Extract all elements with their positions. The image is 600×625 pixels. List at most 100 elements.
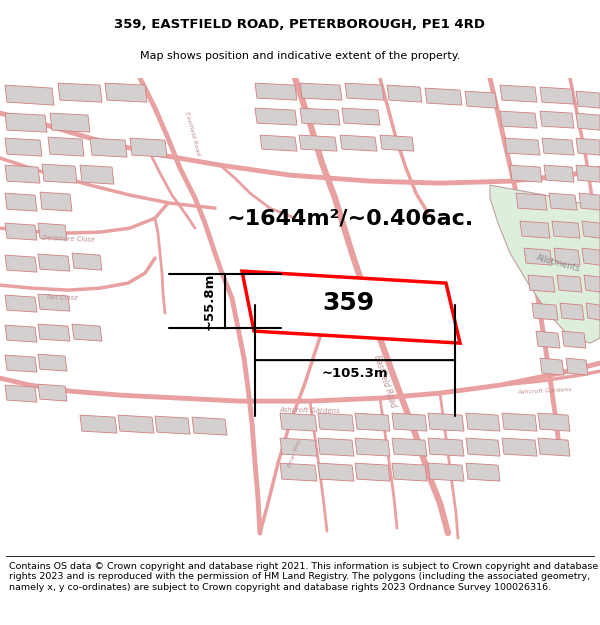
- Polygon shape: [566, 358, 588, 375]
- Polygon shape: [540, 111, 574, 128]
- Polygon shape: [80, 165, 114, 184]
- Polygon shape: [5, 295, 37, 312]
- Polygon shape: [5, 325, 37, 342]
- Polygon shape: [155, 416, 190, 434]
- Text: Ashcroft Gardens: Ashcroft Gardens: [280, 407, 340, 414]
- Polygon shape: [576, 138, 600, 155]
- Polygon shape: [118, 415, 154, 433]
- Polygon shape: [500, 111, 537, 128]
- Polygon shape: [466, 463, 500, 481]
- Text: Map shows position and indicative extent of the property.: Map shows position and indicative extent…: [140, 51, 460, 61]
- Polygon shape: [579, 193, 600, 210]
- Polygon shape: [42, 164, 77, 183]
- Text: Tait Close: Tait Close: [46, 294, 78, 301]
- Polygon shape: [490, 185, 600, 343]
- Polygon shape: [532, 303, 558, 320]
- Polygon shape: [576, 165, 600, 182]
- Polygon shape: [549, 193, 577, 210]
- Polygon shape: [280, 438, 317, 456]
- Polygon shape: [72, 253, 102, 270]
- Polygon shape: [520, 221, 550, 238]
- Polygon shape: [80, 415, 117, 433]
- Polygon shape: [38, 294, 70, 311]
- Text: ~55.8m: ~55.8m: [203, 272, 215, 330]
- Polygon shape: [552, 221, 580, 238]
- Polygon shape: [130, 138, 167, 157]
- Polygon shape: [582, 248, 600, 265]
- Text: Briar Way: Briar Way: [287, 438, 302, 468]
- Polygon shape: [40, 192, 72, 211]
- Polygon shape: [557, 275, 582, 292]
- Text: Allotments: Allotments: [535, 253, 581, 273]
- Polygon shape: [58, 83, 102, 102]
- Polygon shape: [544, 165, 574, 182]
- Polygon shape: [340, 135, 377, 151]
- Polygon shape: [355, 413, 390, 431]
- Polygon shape: [5, 255, 37, 272]
- Polygon shape: [540, 358, 564, 375]
- Text: 359, EASTFIELD ROAD, PETERBOROUGH, PE1 4RD: 359, EASTFIELD ROAD, PETERBOROUGH, PE1 4…: [115, 19, 485, 31]
- Text: Delamere Close: Delamere Close: [41, 235, 95, 243]
- Polygon shape: [242, 271, 460, 343]
- Polygon shape: [300, 108, 340, 125]
- Polygon shape: [48, 137, 84, 156]
- Polygon shape: [105, 83, 147, 102]
- Polygon shape: [50, 113, 90, 132]
- Polygon shape: [345, 83, 384, 100]
- Text: Eastfield Road: Eastfield Road: [184, 111, 200, 156]
- Polygon shape: [318, 413, 354, 431]
- Polygon shape: [387, 85, 422, 102]
- Polygon shape: [524, 248, 552, 265]
- Polygon shape: [540, 87, 574, 104]
- Polygon shape: [5, 193, 37, 211]
- Polygon shape: [466, 438, 500, 456]
- Polygon shape: [72, 324, 102, 341]
- Polygon shape: [584, 275, 600, 292]
- Polygon shape: [425, 88, 462, 105]
- Polygon shape: [38, 384, 67, 401]
- Polygon shape: [5, 385, 37, 402]
- Polygon shape: [299, 135, 337, 151]
- Polygon shape: [38, 254, 70, 271]
- Polygon shape: [542, 138, 574, 155]
- Text: ~105.3m: ~105.3m: [322, 367, 388, 379]
- Polygon shape: [5, 355, 37, 372]
- Polygon shape: [5, 223, 37, 240]
- Polygon shape: [90, 138, 127, 157]
- Polygon shape: [380, 135, 414, 151]
- Polygon shape: [428, 438, 464, 456]
- Polygon shape: [392, 413, 427, 431]
- Polygon shape: [280, 463, 317, 481]
- Polygon shape: [466, 413, 500, 431]
- Polygon shape: [260, 135, 297, 151]
- Polygon shape: [392, 463, 427, 481]
- Text: Ashcroft Gardens: Ashcroft Gardens: [518, 388, 572, 395]
- Polygon shape: [554, 248, 580, 265]
- Polygon shape: [342, 108, 380, 125]
- Polygon shape: [38, 223, 67, 240]
- Text: Eastfield Road: Eastfield Road: [372, 354, 398, 409]
- Polygon shape: [510, 165, 542, 182]
- Text: ~1644m²/~0.406ac.: ~1644m²/~0.406ac.: [226, 208, 473, 228]
- Polygon shape: [355, 438, 390, 456]
- Polygon shape: [38, 354, 67, 371]
- Polygon shape: [5, 85, 54, 105]
- Text: 359: 359: [322, 291, 374, 315]
- Polygon shape: [576, 113, 600, 130]
- Polygon shape: [538, 438, 570, 456]
- Polygon shape: [586, 303, 600, 320]
- Polygon shape: [300, 83, 342, 100]
- Polygon shape: [516, 193, 547, 210]
- Polygon shape: [502, 438, 537, 456]
- Polygon shape: [318, 463, 354, 481]
- Polygon shape: [428, 463, 464, 481]
- Polygon shape: [38, 324, 70, 341]
- Polygon shape: [538, 413, 570, 431]
- Polygon shape: [582, 221, 600, 238]
- Polygon shape: [576, 91, 600, 108]
- Polygon shape: [255, 108, 297, 125]
- Polygon shape: [192, 417, 227, 435]
- Polygon shape: [505, 138, 540, 155]
- Polygon shape: [536, 331, 560, 348]
- Polygon shape: [5, 165, 40, 183]
